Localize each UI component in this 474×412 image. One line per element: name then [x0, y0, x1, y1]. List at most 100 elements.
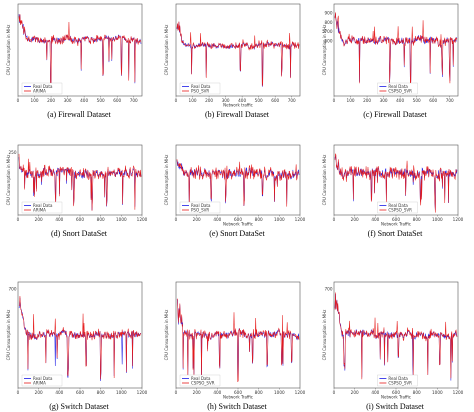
- x-tick-label: 800: [413, 390, 421, 395]
- caption-b: (b) Firewall Dataset: [205, 110, 269, 119]
- x-tick-label: 300: [64, 98, 72, 103]
- panel-d: 0 200 400 600 800 1000 1200 250 CPU Consumption …: [0, 137, 158, 274]
- x-tick-label: 600: [76, 390, 84, 395]
- x-tick-label: 400: [80, 98, 88, 103]
- legend-box: [179, 374, 221, 387]
- legend-label: ARIMA: [33, 88, 46, 93]
- x-axis-label: Network traffic: [223, 103, 253, 108]
- x-tick-label: 1000: [432, 217, 443, 222]
- legend-box: [21, 201, 63, 214]
- legend-label: Real Data: [33, 84, 53, 89]
- x-tick-label: 800: [97, 390, 105, 395]
- x-axis-label: Network Traffic: [223, 222, 253, 227]
- series-line-prediction: [176, 298, 300, 384]
- panel-g: 0 200 400 600 800 1000 1200 700 CPU Consumption …: [0, 274, 158, 411]
- legend-label: Real Data: [388, 376, 408, 381]
- panel-a: 0 100 200 300 400 500 600 700 CPU Consumption in…: [0, 0, 158, 137]
- x-tick-label: 1000: [116, 217, 127, 222]
- x-axis-label: Network Traffic: [381, 222, 411, 227]
- x-tick-label: 0: [175, 217, 178, 222]
- x-tick-label: 1200: [137, 390, 148, 395]
- x-tick-label: 1200: [453, 390, 464, 395]
- x-tick-label: 400: [238, 98, 246, 103]
- panel-e: 0 200 400 600 800 1000 1200 CPU Consumption in …: [158, 137, 316, 274]
- x-tick-label: 200: [47, 98, 55, 103]
- x-tick-label: 400: [213, 217, 221, 222]
- legend-label: Real Data: [191, 203, 211, 208]
- x-tick-label: 1200: [295, 390, 306, 395]
- x-tick-label: 300: [380, 98, 388, 103]
- x-tick-label: 200: [351, 217, 359, 222]
- x-tick-label: 800: [255, 390, 263, 395]
- caption-d: (d) Snort DataSet: [51, 229, 107, 238]
- x-tick-label: 600: [392, 217, 400, 222]
- legend-label: Real Data: [388, 203, 408, 208]
- chart-b: 0 100 200 300 400 500 600 700 CPU Consumption in…: [164, 3, 301, 108]
- x-tick-label: 600: [429, 98, 437, 103]
- legend-box: [21, 374, 63, 387]
- x-tick-label: 400: [371, 217, 379, 222]
- x-tick-label: 0: [333, 390, 336, 395]
- y-tick-label: 700: [325, 287, 333, 292]
- y-tick-label: 600: [325, 38, 333, 43]
- caption-e: (e) Snort DataSet: [209, 229, 265, 238]
- x-tick-label: 500: [255, 98, 263, 103]
- y-tick-label: 800: [325, 20, 333, 25]
- y-tick-label: 700: [9, 287, 17, 292]
- legend-box: [377, 201, 418, 214]
- y-tick-label: 900: [325, 11, 333, 16]
- legend-label: CSPSO_SVR: [191, 380, 215, 385]
- x-tick-label: 800: [97, 217, 105, 222]
- x-tick-label: 200: [351, 390, 359, 395]
- series-line-prediction: [334, 153, 458, 213]
- x-tick-label: 800: [255, 217, 263, 222]
- x-tick-label: 1000: [274, 217, 285, 222]
- x-tick-label: 600: [76, 217, 84, 222]
- x-tick-label: 0: [17, 390, 20, 395]
- legend-label: Real Data: [33, 203, 53, 208]
- chart-h: 0 200 400 600 800 1000 1200 CPU Consumption in …: [164, 281, 306, 400]
- caption-f: (f) Snort DataSet: [367, 229, 423, 238]
- x-tick-label: 100: [31, 98, 39, 103]
- x-tick-label: 0: [175, 390, 178, 395]
- x-tick-label: 1200: [453, 217, 464, 222]
- y-axis-label: CPU Consumption in MHz: [322, 25, 327, 76]
- y-axis-label: CPU Consumption in MHz: [6, 310, 11, 361]
- x-tick-label: 400: [396, 98, 404, 103]
- plot-frame: [17, 3, 143, 97]
- x-tick-label: 200: [193, 217, 201, 222]
- x-axis-label: Network Traffic: [381, 395, 411, 400]
- legend-label: Real Data: [191, 376, 211, 381]
- panel-f: 0 200 400 600 800 1000 1200 CPU Consumption in …: [316, 137, 474, 274]
- legend-label: CSPSO_SVR: [388, 88, 412, 93]
- series-line-prediction: [18, 296, 142, 380]
- x-tick-label: 600: [234, 217, 242, 222]
- legend-label: PSO_SVR: [191, 207, 209, 212]
- x-tick-label: 500: [97, 98, 105, 103]
- x-tick-label: 400: [55, 390, 63, 395]
- x-tick-label: 700: [446, 98, 454, 103]
- legend-label: Real Data: [388, 84, 408, 89]
- caption-c: (c) Firewall Dataset: [363, 110, 427, 119]
- panel-h: 0 200 400 600 800 1000 1200 CPU Consumption in …: [158, 274, 316, 411]
- x-tick-label: 600: [392, 390, 400, 395]
- x-tick-label: 1000: [432, 390, 443, 395]
- legend-box: [179, 82, 221, 95]
- caption-i: (i) Switch Dataset: [366, 402, 424, 411]
- x-tick-label: 400: [55, 217, 63, 222]
- caption-g: (g) Switch Dataset: [49, 402, 109, 411]
- series-line-prediction: [176, 21, 300, 87]
- series-line-prediction: [18, 153, 142, 211]
- y-axis-label: CPU Consumption in MHz: [164, 310, 169, 361]
- x-tick-label: 700: [130, 98, 138, 103]
- y-tick-label: 700: [325, 29, 333, 34]
- chart-i: 0 200 400 600 800 1000 1200 700 CPU Consumption …: [322, 281, 464, 400]
- y-axis-label: CPU Consumption in MHz: [6, 25, 11, 76]
- series-line-prediction: [18, 14, 142, 87]
- x-tick-label: 500: [413, 98, 421, 103]
- series-line-prediction: [176, 159, 300, 207]
- x-tick-label: 0: [333, 98, 336, 103]
- x-tick-label: 1200: [137, 217, 148, 222]
- x-tick-label: 100: [347, 98, 355, 103]
